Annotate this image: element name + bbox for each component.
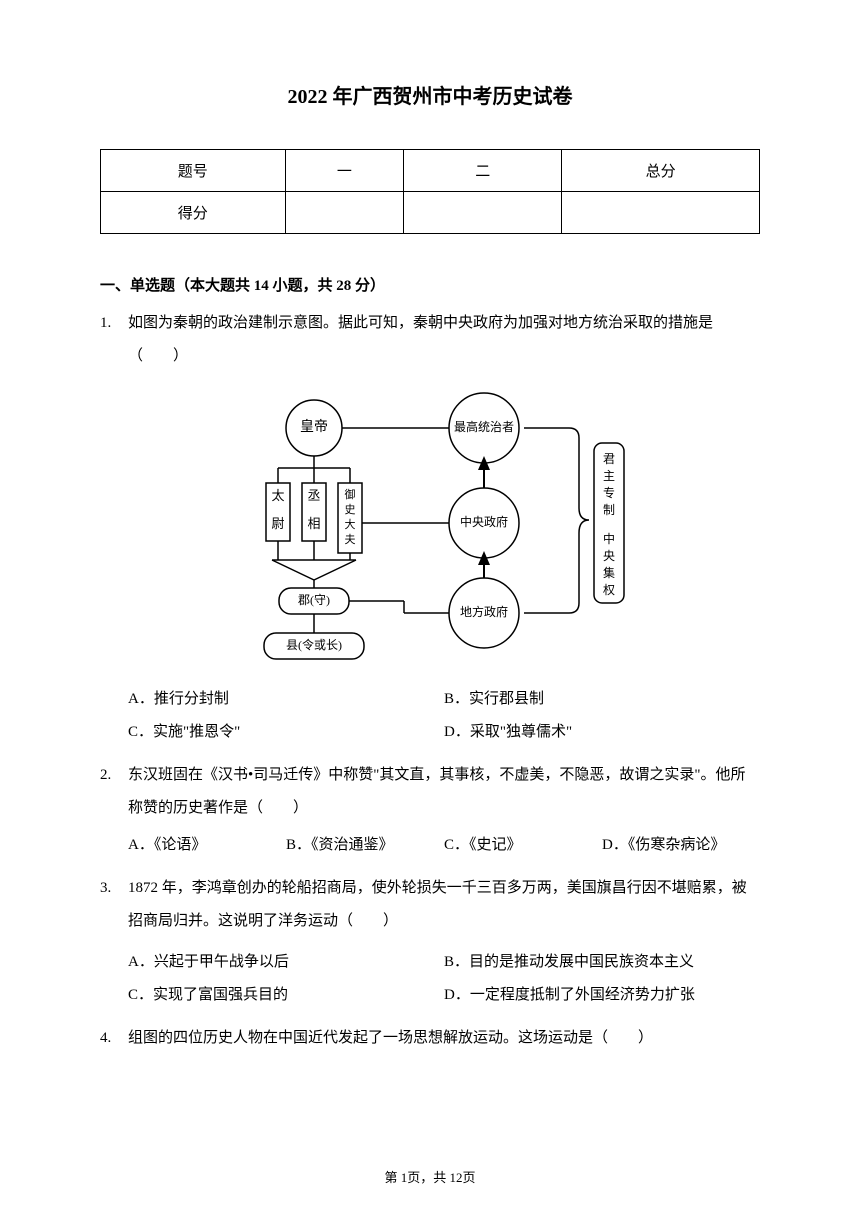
table-cell: [285, 192, 404, 234]
node-central: 中央政府: [460, 514, 508, 529]
right-label-1: 君: [603, 452, 615, 466]
option-a: A．《论语》: [128, 829, 286, 862]
table-cell: 总分: [562, 150, 760, 192]
node-chengxiang-2: 相: [307, 516, 320, 531]
question-text: 组图的四位历史人物在中国近代发起了一场思想解放运动。这场运动是（ ）: [128, 1030, 653, 1046]
node-jun: 郡(守): [298, 593, 330, 607]
option-a: A．推行分封制: [128, 683, 444, 716]
table-row: 得分: [101, 192, 760, 234]
question-body: 如图为秦朝的政治建制示意图。据此可知，秦朝中央政府为加强对地方统治采取的措施是（…: [128, 307, 760, 749]
node-chengxiang-1: 丞: [307, 488, 320, 503]
question-body: 1872 年，李鸿章创办的轮船招商局，使外轮损失一千三百多万两，美国旗昌行因不堪…: [128, 872, 760, 1012]
right-label-5: 中: [603, 531, 615, 546]
node-yushi-1: 御: [345, 487, 356, 501]
question-body: 组图的四位历史人物在中国近代发起了一场思想解放运动。这场运动是（ ）: [128, 1022, 760, 1055]
option-c: C．实施"推恩令": [128, 716, 444, 749]
table-cell: 得分: [101, 192, 286, 234]
node-yushi-4: 夫: [345, 533, 356, 546]
page-title: 2022 年广西贺州市中考历史试卷: [100, 80, 760, 109]
right-label-4: 制: [603, 503, 615, 517]
option-d: D．《伤寒杂病论》: [602, 829, 760, 862]
question-1: 1. 如图为秦朝的政治建制示意图。据此可知，秦朝中央政府为加强对地方统治采取的措…: [100, 307, 760, 749]
right-label-3: 专: [603, 485, 615, 500]
question-body: 东汉班固在《汉书•司马迁传》中称赞"其文直，其事核，不虚美，不隐恶，故谓之实录"…: [128, 759, 760, 862]
node-emperor: 皇帝: [300, 419, 328, 435]
node-yushi-3: 大: [345, 517, 356, 531]
score-table: 题号 一 二 总分 得分: [100, 149, 760, 234]
qin-diagram: 皇帝 最高统治者 太 尉 丞 相 御 史 大 夫: [224, 388, 664, 668]
question-text: 东汉班固在《汉书•司马迁传》中称赞"其文直，其事核，不虚美，不隐恶，故谓之实录"…: [128, 767, 746, 816]
page-footer: 第 1页，共 12页: [0, 1167, 860, 1186]
question-number: 4.: [100, 1022, 128, 1055]
right-label-6: 央: [603, 549, 615, 563]
question-text: 如图为秦朝的政治建制示意图。据此可知，秦朝中央政府为加强对地方统治采取的措施是（…: [128, 315, 713, 364]
option-d: D．采取"独尊儒术": [444, 716, 760, 749]
table-cell: 题号: [101, 150, 286, 192]
question-4: 4. 组图的四位历史人物在中国近代发起了一场思想解放运动。这场运动是（ ）: [100, 1022, 760, 1055]
option-c: C．《史记》: [444, 829, 602, 862]
table-cell: [404, 192, 562, 234]
section-header: 一、单选题（本大题共 14 小题，共 28 分）: [100, 274, 760, 295]
question-number: 2.: [100, 759, 128, 862]
table-cell: 一: [285, 150, 404, 192]
question-number: 1.: [100, 307, 128, 749]
option-b: B．《资治通鉴》: [286, 829, 444, 862]
question-options: A．《论语》 B．《资治通鉴》 C．《史记》 D．《伤寒杂病论》: [128, 829, 760, 862]
right-label-7: 集: [603, 565, 615, 580]
question-text: 1872 年，李鸿章创办的轮船招商局，使外轮损失一千三百多万两，美国旗昌行因不堪…: [128, 880, 747, 929]
node-local: 地方政府: [460, 604, 508, 619]
option-a: A．兴起于甲午战争以后: [128, 946, 444, 979]
table-cell: [562, 192, 760, 234]
right-label-2: 主: [603, 469, 615, 483]
table-cell: 二: [404, 150, 562, 192]
diagram-svg: 皇帝 最高统治者 太 尉 丞 相 御 史 大 夫: [224, 388, 664, 668]
question-options: A．兴起于甲午战争以后 B．目的是推动发展中国民族资本主义 C．实现了富国强兵目…: [128, 946, 760, 1012]
right-label-8: 权: [603, 583, 615, 597]
option-b: B．实行郡县制: [444, 683, 760, 716]
node-xian: 县(令或长): [286, 637, 342, 652]
node-taiwei-2: 尉: [271, 516, 284, 531]
question-2: 2. 东汉班固在《汉书•司马迁传》中称赞"其文直，其事核，不虚美，不隐恶，故谓之…: [100, 759, 760, 862]
option-b: B．目的是推动发展中国民族资本主义: [444, 946, 760, 979]
option-d: D．一定程度抵制了外国经济势力扩张: [444, 979, 760, 1012]
table-row: 题号 一 二 总分: [101, 150, 760, 192]
node-taiwei-1: 太: [271, 488, 284, 503]
node-yushi-2: 史: [345, 503, 356, 516]
question-number: 3.: [100, 872, 128, 1012]
question-options: A．推行分封制 B．实行郡县制 C．实施"推恩令" D．采取"独尊儒术": [128, 683, 760, 749]
option-c: C．实现了富国强兵目的: [128, 979, 444, 1012]
node-supreme: 最高统治者: [454, 419, 514, 434]
question-3: 3. 1872 年，李鸿章创办的轮船招商局，使外轮损失一千三百多万两，美国旗昌行…: [100, 872, 760, 1012]
